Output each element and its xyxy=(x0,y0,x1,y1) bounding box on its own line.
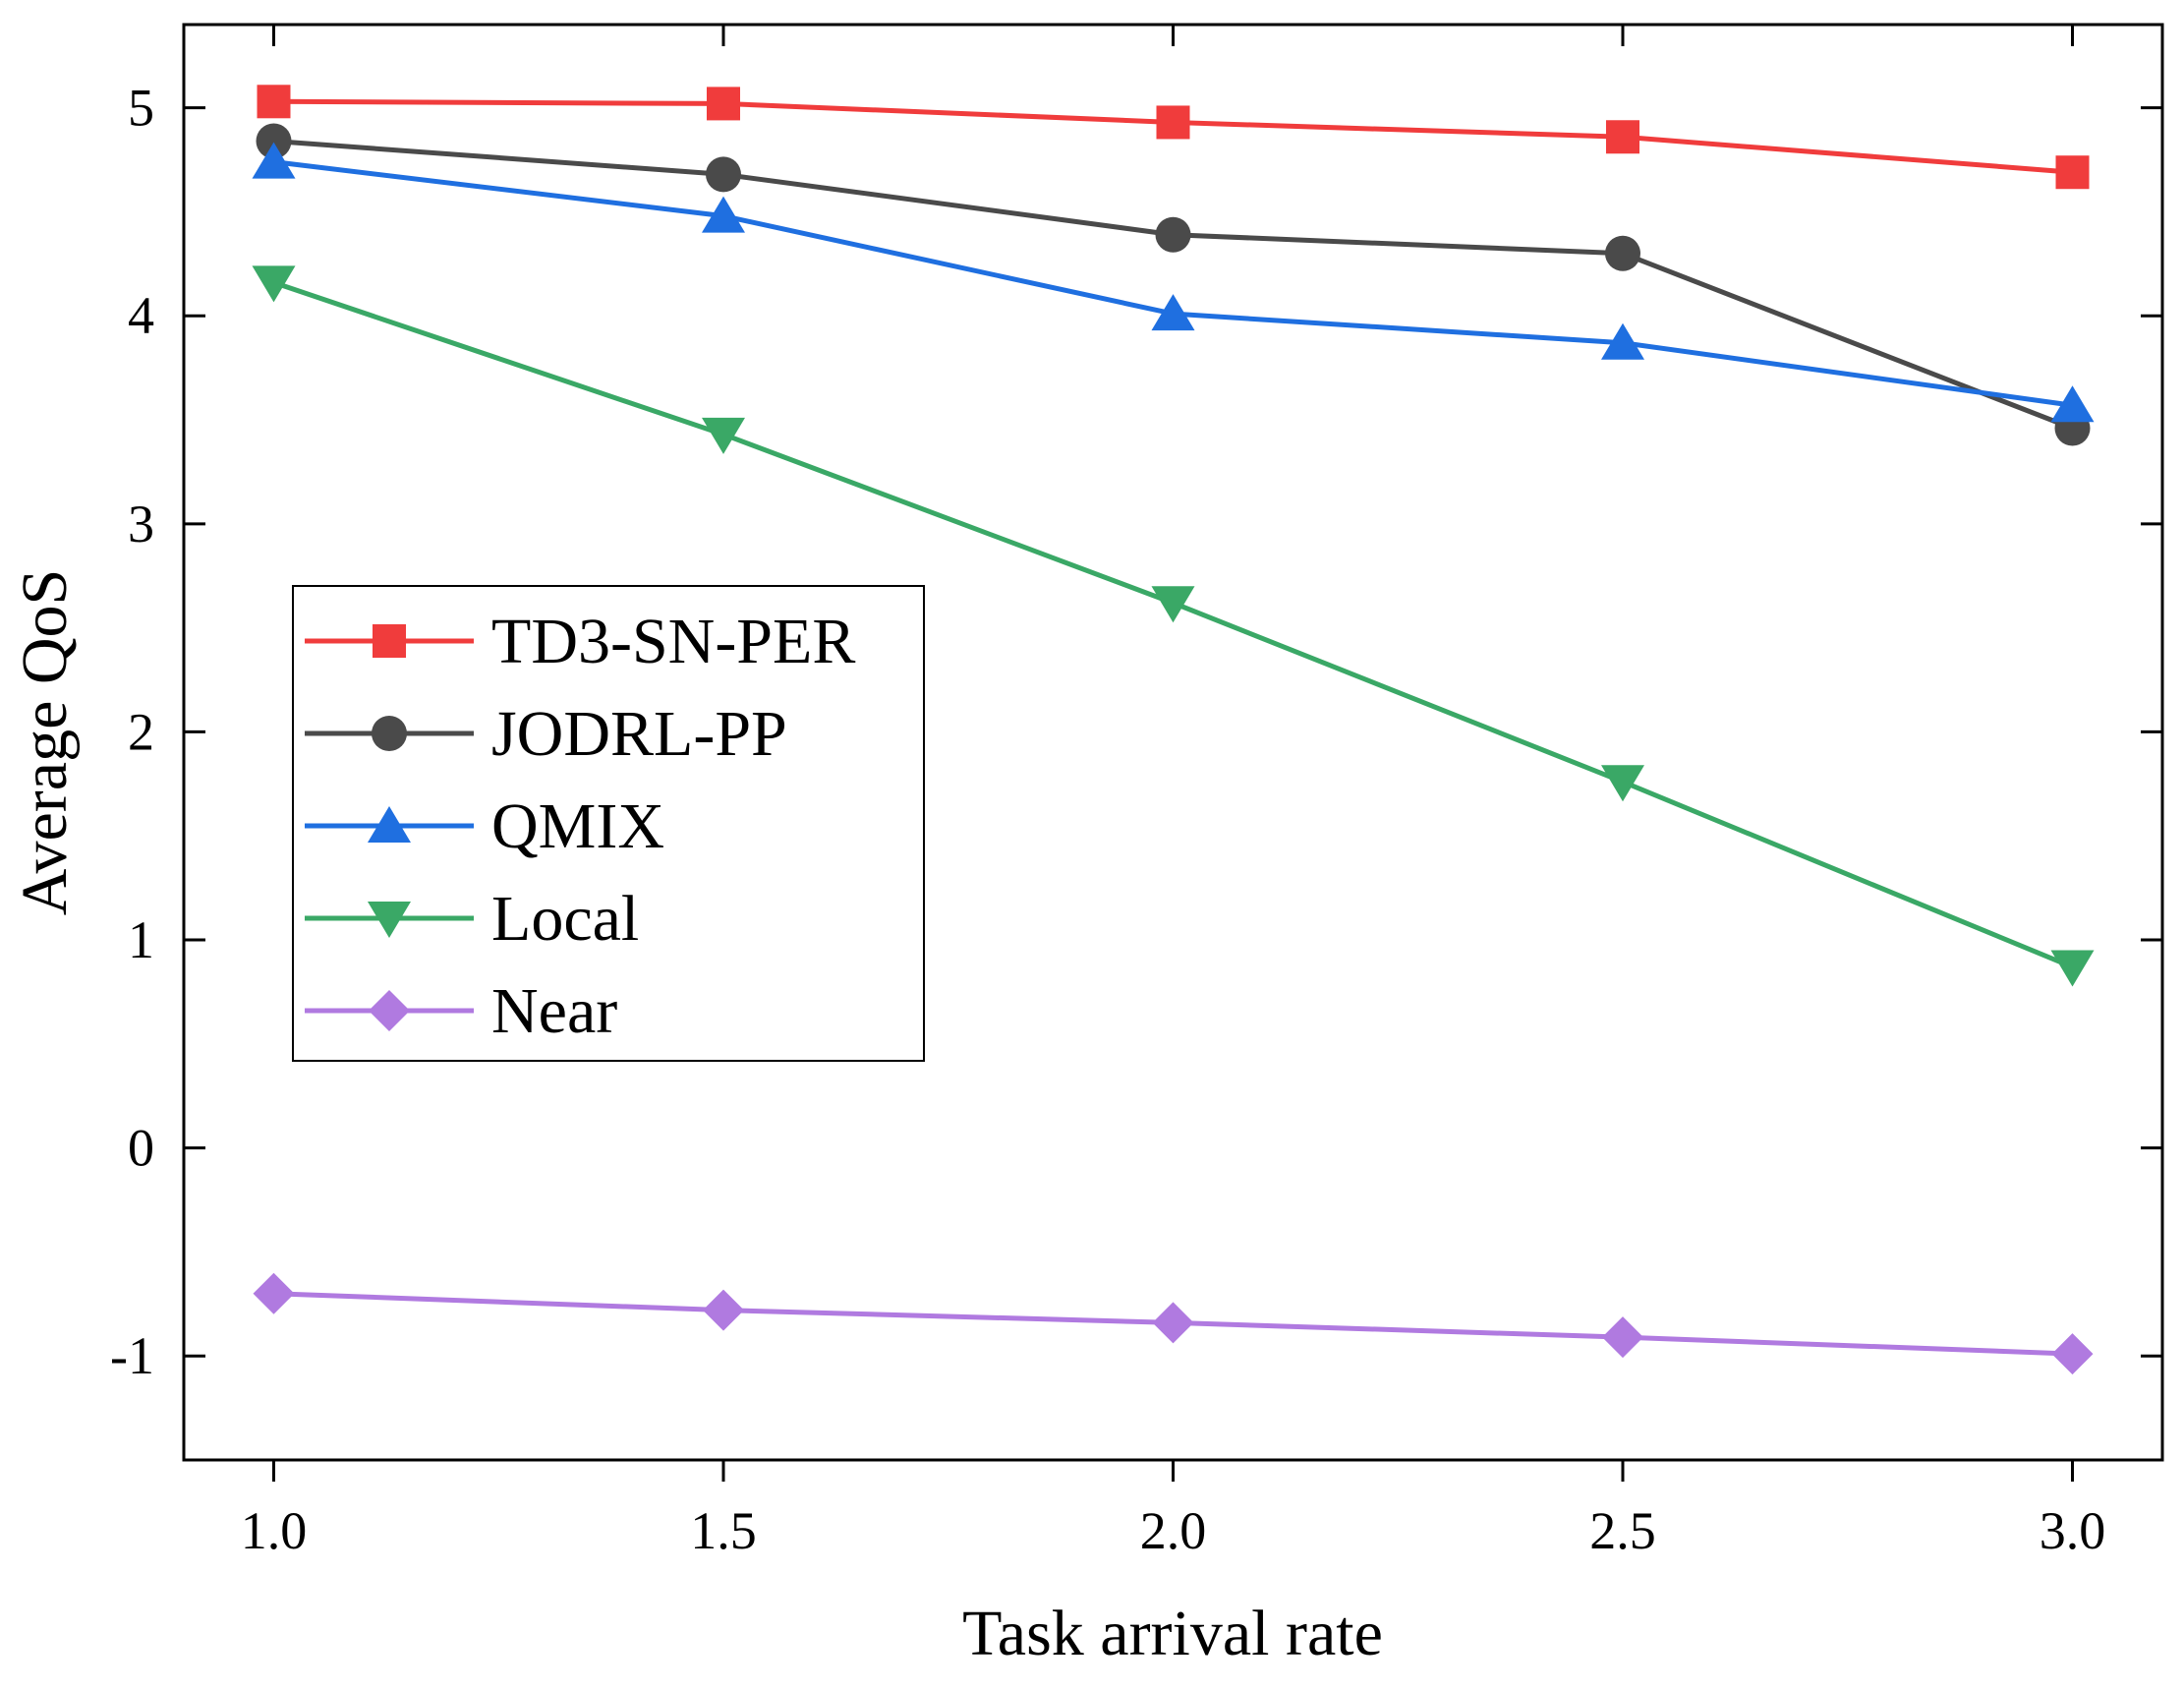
legend-marker xyxy=(368,806,411,843)
series-local xyxy=(252,265,2095,987)
legend-item-td3-sn-per: TD3-SN-PER xyxy=(305,606,855,677)
legend-item-qmix: QMIX xyxy=(305,790,664,862)
y-tick-label: 0 xyxy=(128,1119,154,1178)
y-tick-label: 4 xyxy=(128,286,154,345)
x-tick-label: 3.0 xyxy=(2040,1501,2106,1560)
series-line-jodrl-pp xyxy=(273,138,2074,431)
data-point-near xyxy=(1602,1316,1643,1359)
data-point-td3-sn-per xyxy=(1156,105,1190,140)
data-point-jodrl-pp xyxy=(1605,235,1640,271)
series-line-qmix xyxy=(273,159,2073,408)
legend-marker xyxy=(368,902,411,938)
legend: TD3-SN-PER JODRL-PP QMIX Local Near xyxy=(292,585,925,1062)
data-point-td3-sn-per xyxy=(707,87,740,121)
legend-item-jodrl-pp: JODRL-PP xyxy=(305,698,787,770)
legend-item-near: Near xyxy=(305,975,617,1047)
data-point-jodrl-pp xyxy=(1155,216,1191,253)
series-near xyxy=(253,1272,2094,1375)
data-point-local xyxy=(1151,586,1195,623)
data-point-near xyxy=(2051,1333,2094,1375)
legend-label: QMIX xyxy=(491,790,664,862)
y-tick-label: 5 xyxy=(128,79,154,138)
data-point-td3-sn-per xyxy=(2055,155,2090,190)
data-point-qmix xyxy=(2050,385,2095,423)
data-point-td3-sn-per xyxy=(257,85,291,119)
series-jodrl-pp xyxy=(256,123,2091,446)
legend-marker xyxy=(372,716,407,751)
data-point-qmix xyxy=(252,142,296,179)
data-point-qmix xyxy=(1151,294,1195,331)
x-tick-label: 1.5 xyxy=(690,1501,757,1560)
data-point-local xyxy=(702,417,745,454)
y-tick-label: 3 xyxy=(128,495,154,554)
legend-marker xyxy=(369,990,410,1031)
legend-label: JODRL-PP xyxy=(491,698,787,770)
y-tick-label: -1 xyxy=(110,1326,154,1385)
data-point-td3-sn-per xyxy=(1606,120,1639,154)
data-point-local xyxy=(2050,950,2095,987)
data-point-near xyxy=(703,1289,744,1331)
data-point-jodrl-pp xyxy=(706,156,741,193)
legend-item-local: Local xyxy=(305,883,639,955)
data-point-jodrl-pp xyxy=(256,123,292,159)
legend-label: TD3-SN-PER xyxy=(491,606,855,677)
legend-label: Local xyxy=(491,883,639,955)
y-tick-label: 2 xyxy=(128,702,154,761)
data-point-local xyxy=(252,265,296,303)
y-tick-label: 1 xyxy=(128,910,154,969)
x-tick-label: 1.0 xyxy=(241,1501,308,1560)
legend-label: Near xyxy=(491,975,617,1047)
data-point-near xyxy=(1152,1302,1194,1344)
data-point-near xyxy=(253,1272,295,1314)
series-qmix xyxy=(252,142,2095,423)
data-point-local xyxy=(1601,765,1644,802)
y-axis-title: Average QoS xyxy=(9,569,81,916)
y-axis: -1 0 1 2 3 4 5 xyxy=(110,79,2162,1385)
x-axis: 1.0 1.5 2.0 2.5 3.0 xyxy=(241,25,2106,1560)
x-axis-title: Task arrival rate xyxy=(962,1598,1383,1669)
x-tick-label: 2.5 xyxy=(1589,1501,1656,1560)
data-point-qmix xyxy=(1601,322,1644,360)
legend-marker xyxy=(373,624,406,658)
series-td3-sn-per xyxy=(257,85,2090,190)
data-point-qmix xyxy=(702,196,745,233)
series-layer xyxy=(252,85,2095,1375)
x-tick-label: 2.0 xyxy=(1140,1501,1207,1560)
